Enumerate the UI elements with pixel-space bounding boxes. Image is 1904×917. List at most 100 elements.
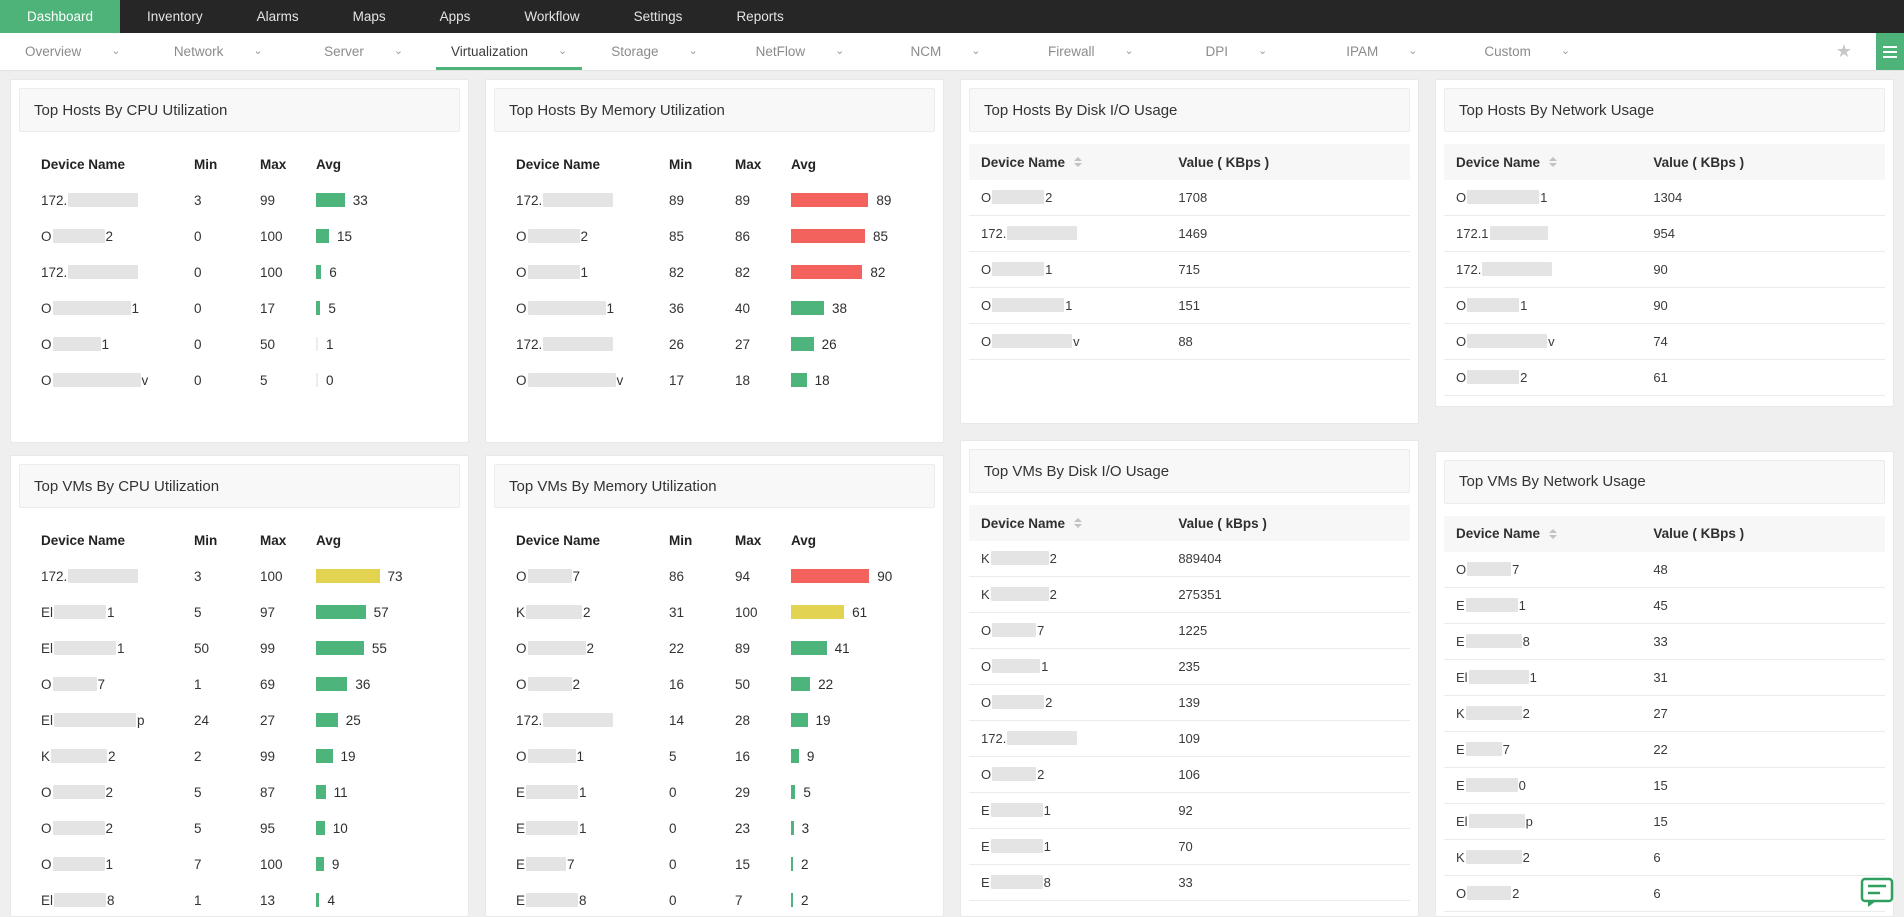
chevron-down-icon[interactable]: ⌄	[835, 46, 844, 57]
chevron-down-icon[interactable]: ⌄	[111, 46, 120, 57]
chevron-down-icon[interactable]: ⌄	[1125, 46, 1134, 57]
device-name-link[interactable]: 172.	[981, 731, 1178, 746]
topnav-item-reports[interactable]: Reports	[709, 0, 810, 33]
topnav-item-dashboard[interactable]: Dashboard	[0, 0, 120, 33]
device-name-link[interactable]: 172.	[41, 569, 194, 584]
subnav-tab-storage[interactable]: Storage⌄	[582, 33, 727, 70]
topnav-item-alarms[interactable]: Alarms	[230, 0, 326, 33]
subnav-tab-custom[interactable]: Custom⌄	[1455, 33, 1600, 70]
subnav-tab-overview[interactable]: Overview⌄	[0, 33, 145, 70]
chevron-down-icon[interactable]: ⌄	[1258, 46, 1267, 57]
chevron-down-icon[interactable]: ⌄	[1561, 46, 1570, 57]
device-name-link[interactable]: 172.	[516, 337, 669, 352]
topnav-item-workflow[interactable]: Workflow	[497, 0, 606, 33]
sort-icon[interactable]	[1549, 529, 1557, 539]
subnav-tab-netflow[interactable]: NetFlow⌄	[727, 33, 872, 70]
subnav-tab-dpi[interactable]: DPI⌄	[1164, 33, 1309, 70]
sort-icon[interactable]	[1074, 518, 1082, 528]
subnav-tab-firewall[interactable]: Firewall⌄	[1018, 33, 1163, 70]
device-name-link[interactable]: 172.	[41, 265, 194, 280]
column-header-device-name[interactable]: Device Name	[1456, 155, 1653, 170]
topnav-item-apps[interactable]: Apps	[413, 0, 498, 33]
device-name-link[interactable]: 172.	[516, 193, 669, 208]
device-name-link[interactable]: 172.	[516, 713, 669, 728]
chevron-down-icon[interactable]: ⌄	[1408, 46, 1417, 57]
widget-menu-button[interactable]	[1876, 33, 1904, 70]
device-name-link[interactable]: 172.1	[1456, 226, 1653, 241]
support-chat-button[interactable]	[1860, 877, 1896, 914]
subnav-tab-ipam[interactable]: IPAM⌄	[1309, 33, 1454, 70]
column-header-device-name[interactable]: Device Name	[981, 516, 1178, 531]
chevron-down-icon[interactable]: ⌄	[971, 46, 980, 57]
topnav-item-inventory[interactable]: Inventory	[120, 0, 230, 33]
topnav-item-settings[interactable]: Settings	[607, 0, 710, 33]
subnav-tab-server[interactable]: Server⌄	[291, 33, 436, 70]
sort-icon[interactable]	[1074, 157, 1082, 167]
device-name-link[interactable]: 172.	[1456, 262, 1653, 277]
column-header-device-name[interactable]: Device Name	[981, 155, 1178, 170]
subnav-tab-ncm[interactable]: NCM⌄	[873, 33, 1018, 70]
device-name-link[interactable]: 172.	[41, 193, 194, 208]
topnav-item-maps[interactable]: Maps	[326, 0, 413, 33]
device-name-link[interactable]: 172.	[981, 226, 1178, 241]
column-header-device-name[interactable]: Device Name	[1456, 526, 1653, 541]
chevron-down-icon[interactable]: ⌄	[689, 46, 698, 57]
sort-icon[interactable]	[1549, 157, 1557, 167]
subnav-tab-virtualization[interactable]: Virtualization⌄	[436, 33, 581, 70]
chevron-down-icon[interactable]: ⌄	[394, 46, 403, 57]
chevron-down-icon[interactable]: ⌄	[253, 46, 262, 57]
subnav-tab-network[interactable]: Network⌄	[145, 33, 290, 70]
chevron-down-icon[interactable]: ⌄	[558, 46, 567, 57]
favorite-star-icon[interactable]: ★	[1836, 41, 1852, 62]
